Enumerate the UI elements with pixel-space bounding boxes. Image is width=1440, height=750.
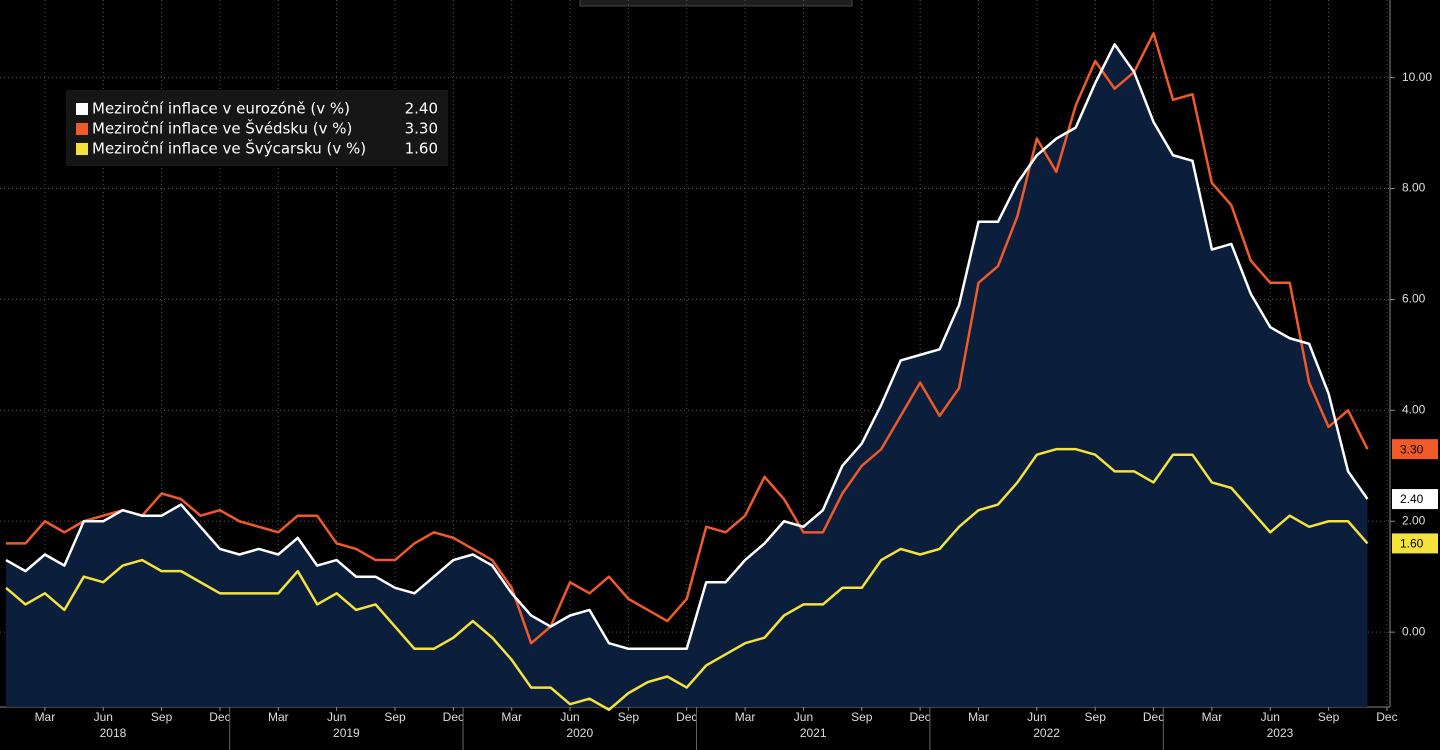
x-tick-label: Sep [384, 710, 406, 724]
y-tick-label: 0.00 [1402, 624, 1426, 638]
x-tick-label: Mar [968, 710, 989, 724]
year-label: 2022 [1033, 726, 1060, 740]
x-tick-label: Jun [1027, 710, 1046, 724]
legend-value: 3.30 [405, 120, 438, 138]
x-tick-label: Mar [735, 710, 756, 724]
y-tick-label: 6.00 [1402, 292, 1426, 306]
x-tick-label: Sep [618, 710, 640, 724]
legend-swatch [76, 123, 88, 135]
x-tick-label: Jun [560, 710, 579, 724]
x-tick-label: Jun [1261, 710, 1280, 724]
y-tick-label: 4.00 [1402, 403, 1426, 417]
x-tick-label: Jun [794, 710, 813, 724]
value-tag-label: 1.60 [1400, 537, 1424, 551]
line [5, 43, 1369, 651]
x-tick-label: Dec [1143, 710, 1164, 724]
year-label: 2018 [100, 726, 127, 740]
value-tag [1392, 439, 1438, 460]
value-tag [1392, 489, 1438, 510]
x-tick-label: Sep [851, 710, 873, 724]
legend-label: Meziroční inflace ve Švýcarsku (v %) [92, 139, 366, 158]
x-tick-label: Dec [209, 710, 230, 724]
x-tick-label: Dec [676, 710, 697, 724]
legend-label: Meziroční inflace ve Švédsku (v %) [92, 119, 352, 138]
legend: Meziroční inflace v eurozóně (v %) 2.40 Me… [76, 100, 438, 158]
area [6, 44, 1368, 708]
x-tick-label: Sep [1085, 710, 1107, 724]
line [6, 32, 1369, 645]
x-tick-label: Dec [909, 710, 930, 724]
x-tick-label: Mar [35, 710, 56, 724]
year-label: 2023 [1267, 726, 1294, 740]
y-tick-label: 10.00 [1402, 70, 1432, 84]
x-tick-label: Sep [1318, 710, 1340, 724]
legend-label: Meziroční inflace v eurozóně (v %) [92, 100, 350, 118]
x-tick-label: Mar [268, 710, 289, 724]
x-tick-label: Sep [151, 710, 173, 724]
legend-swatch [76, 103, 88, 115]
y-tick-label: 2.00 [1402, 513, 1426, 527]
x-tick-label: Mar [501, 710, 522, 724]
legend-value: 1.60 [405, 140, 438, 158]
legend-swatch [76, 143, 88, 155]
x-tick-label: Dec [443, 710, 464, 724]
year-label: 2020 [566, 726, 593, 740]
legend-box [66, 90, 448, 166]
year-label: 2019 [333, 726, 360, 740]
year-label: 2021 [800, 726, 827, 740]
value-tag-label: 3.30 [1400, 442, 1424, 456]
value-tag [1392, 533, 1438, 554]
x-tick-label: Mar [1202, 710, 1223, 724]
value-tag-label: 2.40 [1400, 492, 1424, 506]
x-tick-label: Jun [327, 710, 346, 724]
x-tick-label: Jun [94, 710, 113, 724]
legend-value: 2.40 [405, 100, 438, 118]
axes: 0.00 2.00 4.00 6.00 8.00 10.00 Mar Jun Sep Dec Mar… [35, 70, 1438, 750]
plot [5, 32, 1369, 712]
toolbar[interactable] [579, 0, 853, 7]
x-tick-label: Dec [1376, 710, 1397, 724]
y-tick-label: 8.00 [1402, 181, 1426, 195]
line [5, 447, 1369, 712]
